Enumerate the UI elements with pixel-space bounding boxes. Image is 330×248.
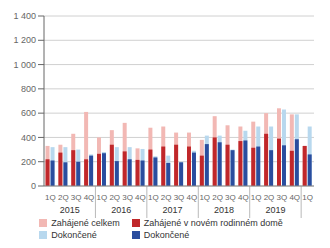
svg-text:400: 400: [21, 133, 36, 143]
svg-text:4Q: 4Q: [289, 193, 300, 202]
html-text:Dokončené: Dokončené: [51, 230, 97, 240]
html-text:Zahájené celkem: Zahájené celkem: [51, 218, 120, 228]
svg-text:3Q: 3Q: [71, 193, 82, 202]
svg-text:4Q: 4Q: [238, 193, 249, 202]
svg-text:800: 800: [21, 84, 36, 94]
svg-text:1Q: 1Q: [45, 193, 56, 202]
svg-text:1Q: 1Q: [97, 193, 108, 202]
svg-text:2015: 2015: [60, 205, 80, 215]
svg-text:3Q: 3Q: [225, 193, 236, 202]
svg-text:2018: 2018: [214, 205, 234, 215]
svg-text:200: 200: [21, 157, 36, 167]
svg-text:4Q: 4Q: [84, 193, 95, 202]
svg-text:600: 600: [21, 108, 36, 118]
svg-text:2019: 2019: [265, 205, 285, 215]
svg-text:2Q: 2Q: [58, 193, 69, 202]
svg-text:3Q: 3Q: [174, 193, 185, 202]
svg-text:2Q: 2Q: [264, 193, 275, 202]
svg-text:3Q: 3Q: [277, 193, 288, 202]
svg-text:4Q: 4Q: [187, 193, 198, 202]
svg-text:1Q: 1Q: [199, 193, 210, 202]
svg-text:1 000: 1 000: [13, 60, 36, 70]
svg-text:2Q: 2Q: [212, 193, 223, 202]
svg-text:1Q: 1Q: [251, 193, 262, 202]
svg-text:0: 0: [31, 181, 36, 191]
svg-text:1 200: 1 200: [13, 35, 36, 45]
html-text:Dokončené: Dokončené: [143, 230, 190, 240]
svg-text:3Q: 3Q: [122, 193, 133, 202]
html-text:Zahájené v novém rodinném domě: Zahájené v novém rodinném domě: [143, 218, 283, 228]
svg-text:2Q: 2Q: [161, 193, 172, 202]
svg-text:1Q: 1Q: [148, 193, 159, 202]
svg-text:1Q: 1Q: [302, 193, 313, 202]
svg-text:2017: 2017: [163, 205, 183, 215]
svg-text:2Q: 2Q: [109, 193, 120, 202]
svg-text:2016: 2016: [111, 205, 131, 215]
svg-text:1 400: 1 400: [13, 11, 36, 21]
svg-text:4Q: 4Q: [135, 193, 146, 202]
